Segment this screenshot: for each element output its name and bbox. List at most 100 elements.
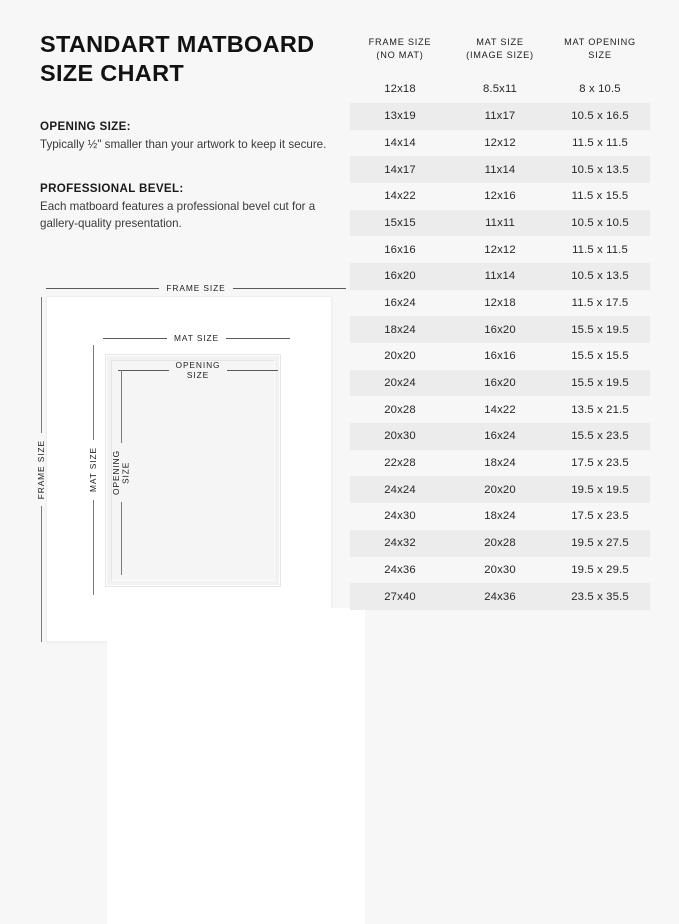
cell-mat-size: 24x36: [484, 590, 516, 603]
dimension-rule-bottom: [40, 506, 42, 643]
table-row: 24x30 18x24 17.5 x 23.5: [350, 503, 650, 530]
cell-frame-size: 27x40: [384, 590, 416, 603]
table-row: 20x20 16x16 15.5 x 15.5: [350, 343, 650, 370]
dimension-label-opening-size-line1: OPENING: [175, 360, 221, 370]
cell-mat-opening-size: 10.5 x 16.5: [571, 110, 629, 123]
cell-mat-opening-size: 15.5 x 19.5: [571, 323, 629, 336]
cell-mat-size: 16x16: [484, 350, 516, 363]
table-row: 20x24 16x20 15.5 x 19.5: [350, 369, 650, 397]
dimension-rule-right: [226, 337, 291, 339]
table-header-row: FRAME SIZE (NO MAT) MAT SIZE (IMAGE SIZE) …: [350, 30, 650, 76]
bevel-cut-edge: [111, 360, 275, 581]
table-row: 14x14 12x12 11.5 x 11.5: [350, 130, 650, 157]
cell-frame-size: 20x28: [384, 403, 416, 416]
cell-mat-size: 14x22: [484, 403, 516, 416]
cell-mat-opening-size: 10.5 x 10.5: [571, 216, 629, 229]
dimension-line-frame-size-vertical: FRAME SIZE: [36, 297, 47, 643]
column-header-frame-size: FRAME SIZE (NO MAT): [350, 36, 450, 62]
cell-mat-opening-size: 15.5 x 15.5: [571, 350, 629, 363]
dimension-label-opening-size-vertical-line2: SIZE: [120, 461, 131, 484]
column-header-mat-size: MAT SIZE (IMAGE SIZE): [450, 36, 550, 62]
table-row: 12x18 8.5x11 8 x 10.5: [350, 76, 650, 103]
table-body: 12x18 8.5x11 8 x 10.5 13x19 11x17 10.5 x 16.5…: [350, 76, 650, 610]
cell-frame-size: 15x15: [384, 216, 416, 229]
cell-mat-opening-size: 11.5 x 11.5: [572, 243, 628, 256]
cell-mat-opening-size: 19.5 x 19.5: [571, 483, 629, 496]
cell-mat-opening-size: 11.5 x 15.5: [571, 190, 629, 203]
cell-frame-size: 24x24: [384, 483, 416, 496]
table-row: 16x24 12x18 11.5 x 17.5: [350, 290, 650, 317]
dimension-line-mat-size-vertical: MAT SIZE: [88, 345, 99, 596]
table-row: 16x20 11x14 10.5 x 13.5: [350, 262, 650, 290]
column-header-frame-size-line1: FRAME SIZE: [368, 37, 432, 47]
cell-mat-size: 16x20: [484, 323, 516, 336]
cell-mat-size: 12x12: [484, 243, 516, 256]
column-header-mat-size-line1: MAT SIZE: [476, 37, 524, 47]
cell-frame-size: 22x28: [384, 457, 416, 470]
cell-mat-opening-size: 19.5 x 27.5: [571, 537, 629, 550]
cell-frame-size: 16x20: [384, 270, 416, 283]
cell-mat-size: 11x14: [484, 163, 516, 176]
cell-frame-size: 16x24: [384, 296, 416, 309]
dimension-label-frame-size: FRAME SIZE: [166, 283, 226, 293]
dimension-rule-right: [232, 287, 347, 289]
dimension-line-opening-size-vertical: OPENING SIZE: [111, 370, 131, 575]
cell-mat-opening-size: 11.5 x 17.5: [571, 296, 629, 309]
dimension-line-frame-size-horizontal: FRAME SIZE: [46, 283, 347, 294]
column-header-mat-opening-size-line2: SIZE: [588, 50, 612, 61]
cell-mat-opening-size: 11.5 x 11.5: [572, 136, 628, 149]
table-row: 15x15 11x11 10.5 x 10.5: [350, 209, 650, 237]
table-row: 24x24 20x20 19.5 x 19.5: [350, 476, 650, 504]
cell-mat-size: 12x18: [484, 296, 516, 309]
cell-frame-size: 13x19: [384, 110, 416, 123]
dimension-rule-bottom: [121, 501, 123, 575]
cell-mat-size: 11x17: [484, 110, 516, 123]
cell-mat-size: 12x12: [484, 136, 516, 149]
dimension-label-opening-size-vertical-line1: OPENING: [111, 450, 121, 495]
cell-mat-opening-size: 23.5 x 35.5: [571, 590, 629, 603]
table-row: 24x32 20x28 19.5 x 27.5: [350, 529, 650, 557]
cell-mat-opening-size: 15.5 x 19.5: [571, 377, 629, 390]
column-header-mat-size-line2: (IMAGE SIZE): [466, 50, 534, 61]
cell-mat-size: 11x14: [484, 270, 516, 283]
info-body-professional-bevel: Each matboard features a professional be…: [40, 200, 316, 231]
dimension-label-opening-size: OPENING SIZE: [175, 360, 221, 380]
dimension-rule-left: [103, 337, 167, 339]
cell-mat-opening-size: 19.5 x 29.5: [571, 563, 629, 576]
cell-mat-size: 20x30: [484, 563, 516, 576]
dimension-rule-top: [121, 370, 123, 444]
table-row: 14x17 11x14 10.5 x 13.5: [350, 156, 650, 183]
info-block-opening-size: OPENING SIZE: Typically ½" smaller than …: [40, 120, 340, 153]
mat-board-surface: [107, 608, 365, 924]
info-panel: STANDART MATBOARD SIZE CHART OPENING SIZ…: [40, 30, 340, 232]
cell-frame-size: 20x30: [384, 430, 416, 443]
table-row: 18x24 16x20 15.5 x 19.5: [350, 316, 650, 343]
column-header-mat-opening-size-line1: MAT OPENING: [564, 37, 636, 47]
dimension-label-frame-size-vertical: FRAME SIZE: [36, 439, 46, 500]
cell-frame-size: 24x30: [384, 510, 416, 523]
dimension-rule-bottom: [92, 499, 94, 596]
cell-mat-size: 20x28: [484, 537, 516, 550]
dimension-line-opening-size-horizontal: OPENING SIZE: [118, 360, 278, 380]
cell-mat-opening-size: 15.5 x 23.5: [571, 430, 629, 443]
cell-frame-size: 14x17: [384, 163, 416, 176]
dimension-rule-top: [92, 345, 94, 441]
cell-mat-size: 16x20: [484, 377, 516, 390]
table-row: 22x28 18x24 17.5 x 23.5: [350, 450, 650, 477]
column-header-frame-size-line2: (NO MAT): [376, 50, 424, 61]
dimension-label-mat-size: MAT SIZE: [173, 333, 220, 343]
table-row: 13x19 11x17 10.5 x 16.5: [350, 102, 650, 130]
cell-mat-opening-size: 10.5 x 13.5: [571, 270, 629, 283]
cell-frame-size: 16x16: [384, 243, 416, 256]
table-row: 20x30 16x24 15.5 x 23.5: [350, 423, 650, 450]
page-title: STANDART MATBOARD SIZE CHART: [40, 31, 315, 86]
dimension-label-opening-size-vertical: OPENING SIZE: [111, 450, 131, 495]
info-body-opening-size: Typically ½" smaller than your artwork t…: [40, 138, 327, 152]
table-row: 14x22 12x16 11.5 x 15.5: [350, 183, 650, 210]
cell-mat-size: 18x24: [484, 510, 516, 523]
cell-frame-size: 12x18: [384, 83, 416, 96]
dimension-rule-left: [118, 370, 169, 372]
cell-frame-size: 18x24: [384, 323, 416, 336]
cell-mat-opening-size: 8 x 10.5: [579, 83, 621, 96]
cell-frame-size: 14x14: [384, 136, 416, 149]
